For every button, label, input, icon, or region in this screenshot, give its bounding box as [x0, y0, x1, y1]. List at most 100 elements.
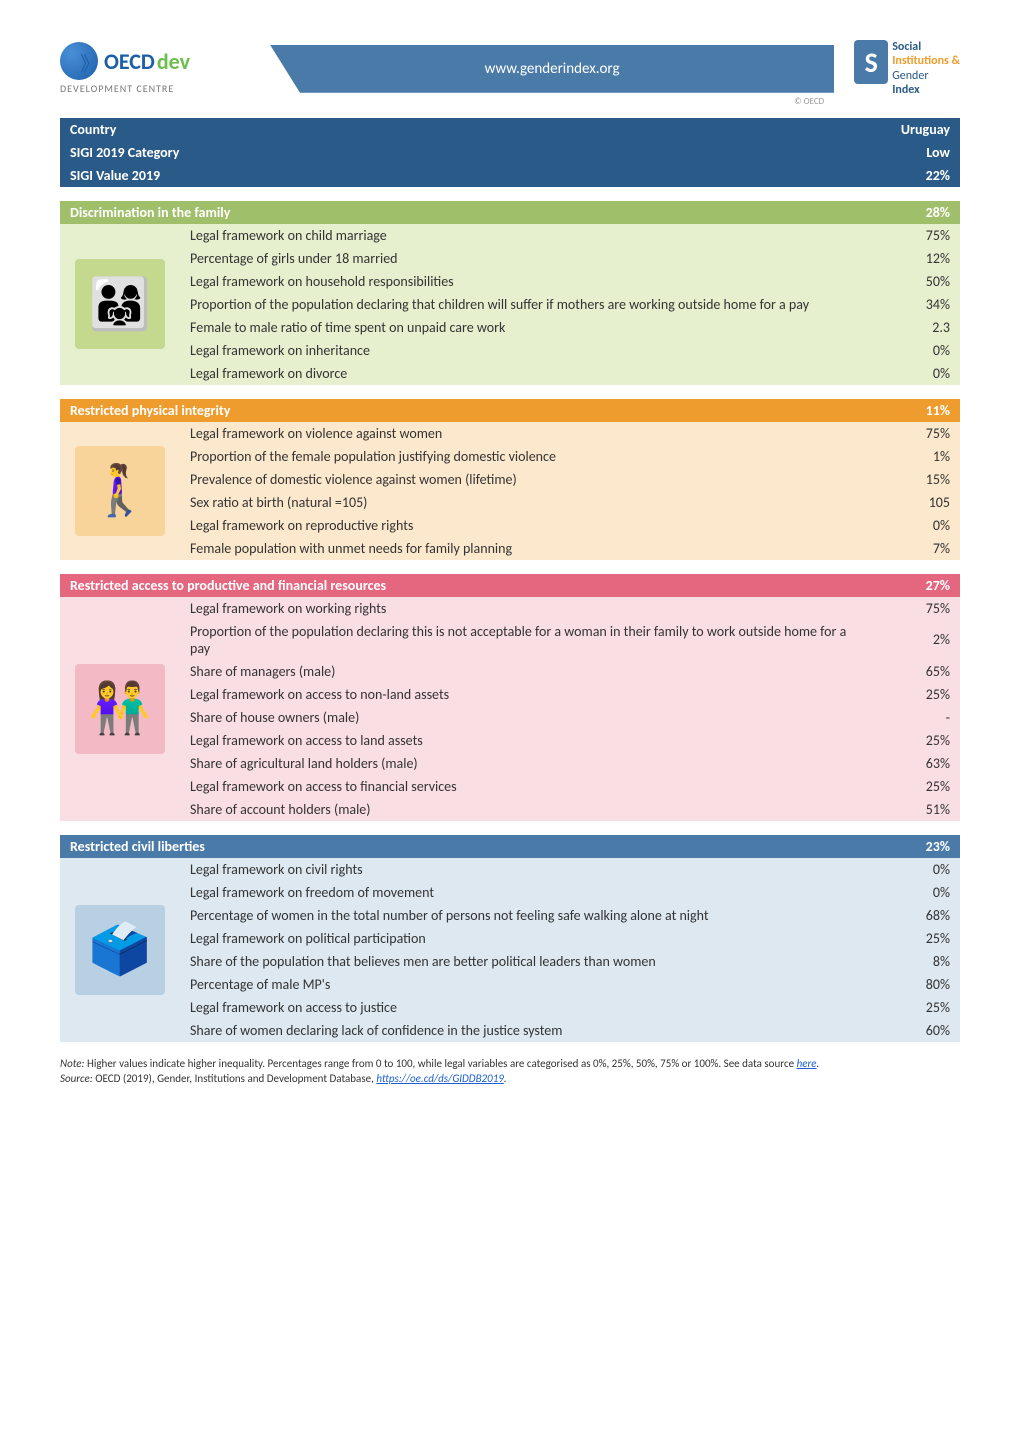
- indicator-value: 25%: [870, 927, 960, 950]
- indicator-row: Prevalence of domestic violence against …: [60, 468, 960, 491]
- summary-label: SIGI 2019 Category: [60, 141, 870, 164]
- section-title-value: 28%: [870, 201, 960, 224]
- indicator-value: 2%: [870, 620, 960, 660]
- resources-icon: 👫: [75, 664, 165, 754]
- indicator-row: Legal framework on access to financial s…: [60, 775, 960, 798]
- indicator-label: Legal framework on access to non-land as…: [180, 683, 870, 706]
- summary-value: Low: [870, 141, 960, 164]
- indicator-value: 25%: [870, 775, 960, 798]
- indicator-value: -: [870, 706, 960, 729]
- indicator-value: 8%: [870, 950, 960, 973]
- indicator-label: Share of agricultural land holders (male…: [180, 752, 870, 775]
- indicator-row: Share of house owners (male)-: [60, 706, 960, 729]
- sigi-line3: Gender: [892, 69, 960, 83]
- note-label: Note:: [60, 1057, 85, 1070]
- source-link[interactable]: https://oe.cd/ds/GIDDB2019: [376, 1072, 504, 1085]
- indicator-label: Prevalence of domestic violence against …: [180, 468, 870, 491]
- summary-label: SIGI Value 2019: [60, 164, 870, 187]
- indicator-value: 0%: [870, 514, 960, 537]
- indicator-label: Share of women declaring lack of confide…: [180, 1019, 870, 1042]
- indicator-value: 25%: [870, 729, 960, 752]
- indicator-label: Female to male ratio of time spent on un…: [180, 316, 870, 339]
- indicator-label: Female population with unmet needs for f…: [180, 537, 870, 560]
- indicator-value: 0%: [870, 881, 960, 904]
- indicator-label: Legal framework on child marriage: [180, 224, 870, 247]
- indicator-value: 2.3: [870, 316, 960, 339]
- indicator-value: 25%: [870, 683, 960, 706]
- section-physical: Restricted physical integrity11%🚶‍♀️Lega…: [60, 399, 960, 560]
- indicator-row: Proportion of the population declaring t…: [60, 620, 960, 660]
- indicator-row: Legal framework on access to land assets…: [60, 729, 960, 752]
- indicator-label: Share of house owners (male): [180, 706, 870, 729]
- indicator-value: 25%: [870, 996, 960, 1019]
- indicator-row: Legal framework on political participati…: [60, 927, 960, 950]
- section-icon-cell: 👨‍👩‍👧: [60, 224, 180, 385]
- note-text: Higher values indicate higher inequality…: [85, 1057, 797, 1070]
- indicator-row: Legal framework on access to non-land as…: [60, 683, 960, 706]
- indicator-row: Share of agricultural land holders (male…: [60, 752, 960, 775]
- indicator-value: 68%: [870, 904, 960, 927]
- indicator-row: Share of managers (male)65%: [60, 660, 960, 683]
- indicator-label: Share of the population that believes me…: [180, 950, 870, 973]
- indicator-label: Legal framework on inheritance: [180, 339, 870, 362]
- indicator-row: Proportion of the population declaring t…: [60, 293, 960, 316]
- note-period: .: [817, 1057, 820, 1070]
- page-header: OECD dev DEVELOPMENT CENTRE www.genderin…: [60, 40, 960, 98]
- indicator-row: Percentage of male MP's80%: [60, 973, 960, 996]
- civil-icon: 🗳️: [75, 905, 165, 995]
- indicator-label: Percentage of male MP's: [180, 973, 870, 996]
- indicator-label: Legal framework on reproductive rights: [180, 514, 870, 537]
- indicator-row: Percentage of girls under 18 married12%: [60, 247, 960, 270]
- indicator-label: Legal framework on freedom of movement: [180, 881, 870, 904]
- oecd-name: OECD: [104, 48, 155, 75]
- summary-row: CountryUruguay: [60, 118, 960, 141]
- oecd-dev: dev: [157, 48, 190, 75]
- indicator-value: 75%: [870, 597, 960, 620]
- indicator-value: 12%: [870, 247, 960, 270]
- indicator-row: Legal framework on inheritance0%: [60, 339, 960, 362]
- indicator-row: Share of account holders (male)51%: [60, 798, 960, 821]
- indicator-value: 0%: [870, 339, 960, 362]
- indicator-label: Proportion of the population declaring t…: [180, 293, 870, 316]
- indicator-row: 👨‍👩‍👧Legal framework on child marriage75…: [60, 224, 960, 247]
- section-title: Restricted civil liberties: [60, 835, 870, 858]
- summary-value: 22%: [870, 164, 960, 187]
- indicator-label: Legal framework on divorce: [180, 362, 870, 385]
- section-title-value: 11%: [870, 399, 960, 422]
- section-civil: Restricted civil liberties23%🗳️Legal fra…: [60, 835, 960, 1042]
- section-family: Discrimination in the family28%👨‍👩‍👧Lega…: [60, 201, 960, 385]
- indicator-value: 0%: [870, 858, 960, 881]
- indicator-label: Legal framework on political participati…: [180, 927, 870, 950]
- sigi-line1: Social: [892, 40, 960, 54]
- footer-notes: Note: Higher values indicate higher ineq…: [60, 1056, 960, 1087]
- note-link[interactable]: here: [797, 1057, 817, 1070]
- section-title: Discrimination in the family: [60, 201, 870, 224]
- indicator-value: 15%: [870, 468, 960, 491]
- sigi-logo: S Social Institutions & Gender Index: [854, 40, 960, 98]
- section-icon-cell: 🚶‍♀️: [60, 422, 180, 560]
- indicator-value: 7%: [870, 537, 960, 560]
- indicator-row: Legal framework on reproductive rights0%: [60, 514, 960, 537]
- sigi-line2: Institutions &: [892, 54, 960, 68]
- indicator-label: Legal framework on access to justice: [180, 996, 870, 1019]
- indicator-value: 105: [870, 491, 960, 514]
- indicator-value: 50%: [870, 270, 960, 293]
- oecd-logo: OECD dev DEVELOPMENT CENTRE: [60, 42, 190, 95]
- indicator-value: 60%: [870, 1019, 960, 1042]
- source-period: .: [504, 1072, 507, 1085]
- indicator-value: 0%: [870, 362, 960, 385]
- indicator-label: Legal framework on access to financial s…: [180, 775, 870, 798]
- source-label: Source:: [60, 1072, 93, 1085]
- family-icon: 👨‍👩‍👧: [75, 259, 165, 349]
- indicator-row: Legal framework on freedom of movement0%: [60, 881, 960, 904]
- indicator-row: Proportion of the female population just…: [60, 445, 960, 468]
- summary-row: SIGI 2019 CategoryLow: [60, 141, 960, 164]
- indicator-row: Share of the population that believes me…: [60, 950, 960, 973]
- source-text: OECD (2019), Gender, Institutions and De…: [93, 1072, 377, 1085]
- indicator-value: 75%: [870, 422, 960, 445]
- indicator-row: Legal framework on access to justice25%: [60, 996, 960, 1019]
- indicator-label: Share of managers (male): [180, 660, 870, 683]
- indicator-label: Sex ratio at birth (natural =105): [180, 491, 870, 514]
- sigi-s-icon: S: [854, 40, 888, 84]
- section-icon-cell: 👫: [60, 597, 180, 821]
